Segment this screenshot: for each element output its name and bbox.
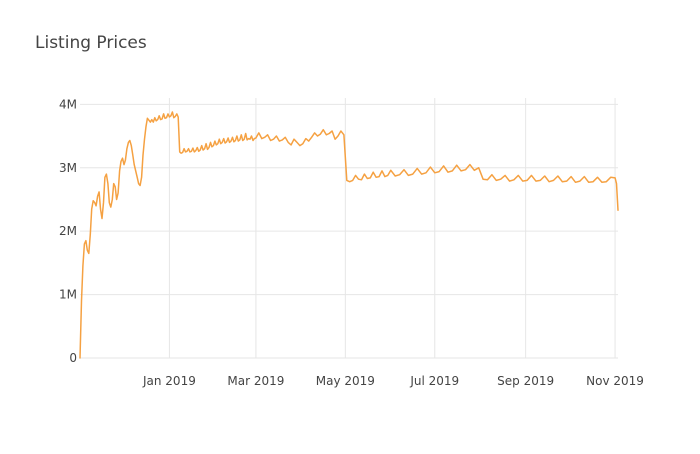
y-tick-label: 2M bbox=[59, 224, 77, 238]
series-layer bbox=[79, 111, 619, 359]
grid-layer bbox=[80, 98, 618, 359]
x-tick-label: Nov 2019 bbox=[586, 374, 644, 388]
x-tick-label: Mar 2019 bbox=[227, 374, 284, 388]
x-tick-label: Jan 2019 bbox=[142, 374, 196, 388]
chart-title: Listing Prices bbox=[35, 33, 147, 53]
x-axis-ticks: Jan 2019 Mar 2019 May 2019 Jul 2019 Sep 2019… bbox=[142, 374, 644, 388]
y-tick-label: 3M bbox=[59, 161, 77, 175]
series-line bbox=[79, 111, 619, 359]
y-tick-label: 4M bbox=[59, 97, 77, 111]
y-tick-label: 0 bbox=[69, 351, 77, 365]
x-tick-label: Jul 2019 bbox=[409, 374, 459, 388]
x-tick-label: May 2019 bbox=[316, 374, 375, 388]
y-tick-label: 1M bbox=[59, 288, 77, 302]
y-axis-ticks: 0 1M 2M 3M 4M bbox=[59, 97, 77, 365]
x-tick-label: Sep 2019 bbox=[497, 374, 554, 388]
